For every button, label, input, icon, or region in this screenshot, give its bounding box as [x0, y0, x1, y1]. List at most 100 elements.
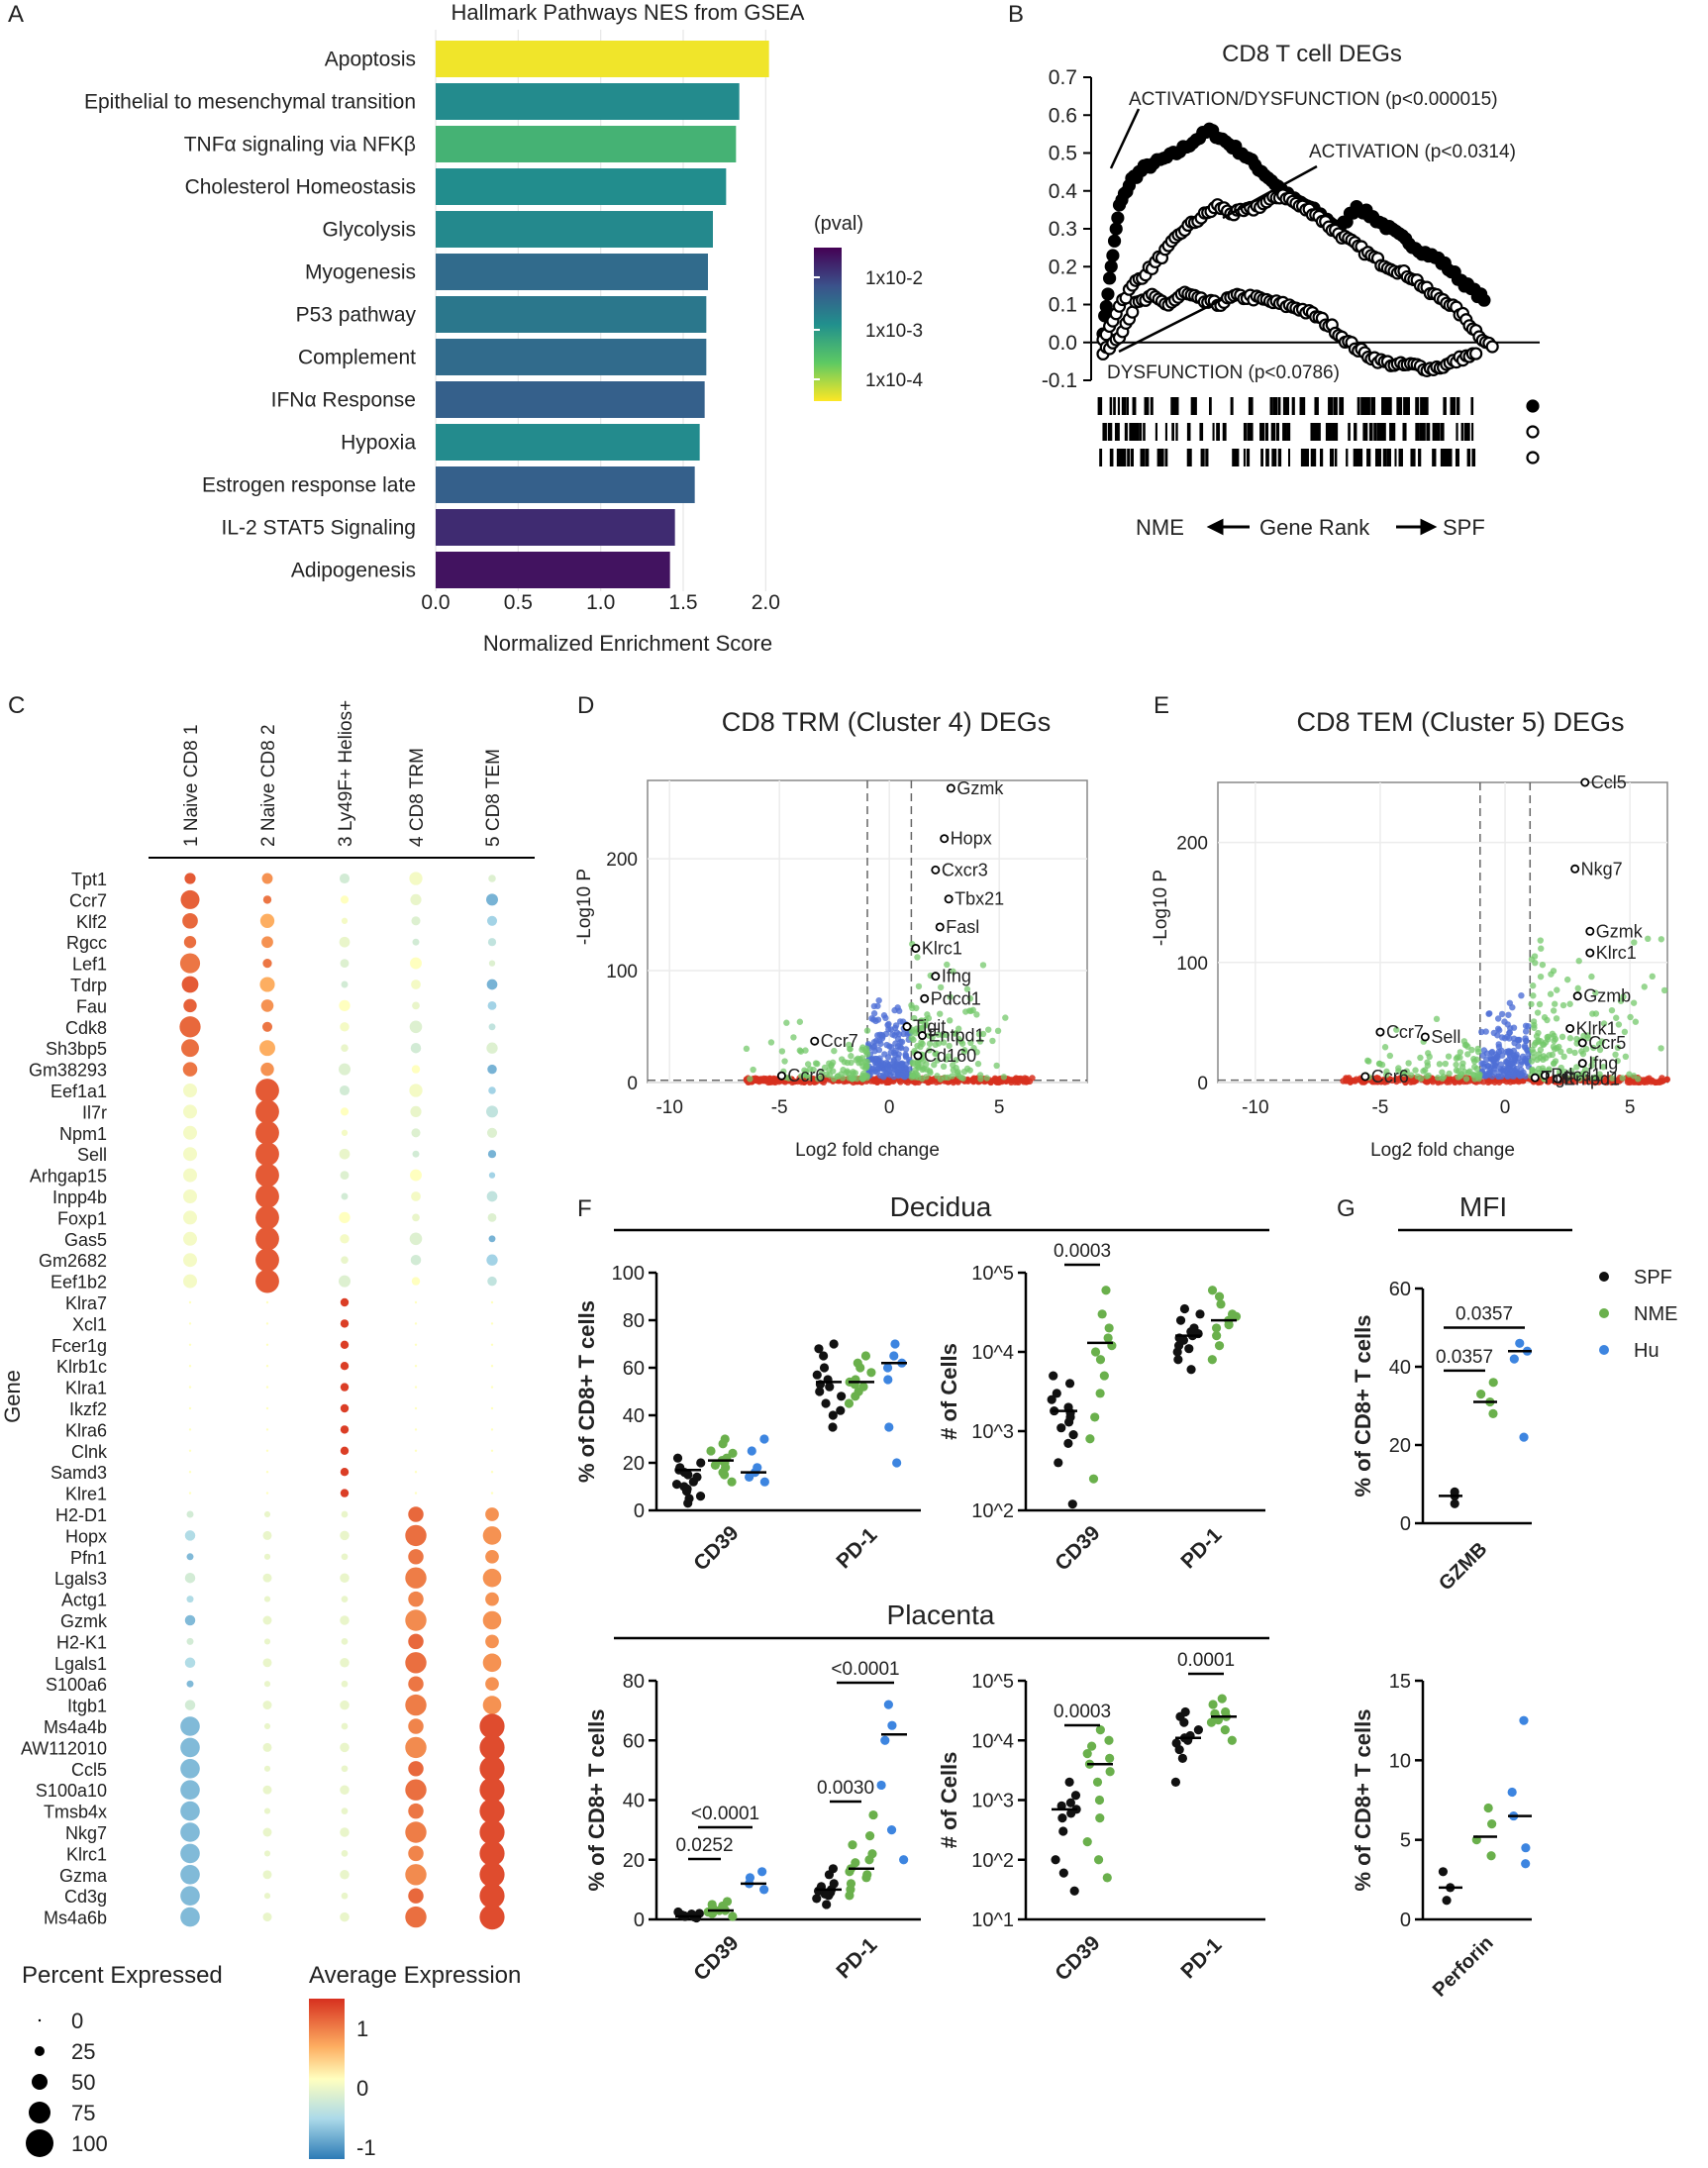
gene-label: Nkg7: [65, 1823, 107, 1843]
rug-tick: [1415, 423, 1420, 441]
expression-dot: [180, 1865, 200, 1885]
expression-dot: [262, 1827, 272, 1837]
expression-dot: [485, 1507, 499, 1521]
expression-dot: [265, 1365, 269, 1368]
gene-label: Ifng: [1588, 1054, 1618, 1074]
gene-point: [1612, 1051, 1619, 1059]
gene-label: Ikzf2: [69, 1399, 107, 1419]
rug-tick: [1164, 423, 1167, 441]
data-point-spf: [1057, 1813, 1067, 1823]
gene-point: [912, 1029, 920, 1037]
expression-dot: [263, 1893, 271, 1900]
data-point-spf: [829, 1879, 839, 1889]
gene-label: Gm38293: [29, 1061, 107, 1081]
gene-point: [889, 1031, 896, 1038]
expression-dot: [188, 1300, 192, 1304]
data-point-nme: [1486, 1851, 1496, 1861]
category-label: Myogenesis: [305, 261, 416, 284]
data-point-hu: [759, 1885, 769, 1895]
expression-dot: [341, 1892, 349, 1900]
gene-point: [1608, 1006, 1616, 1014]
p-value-label: 0.0003: [1054, 1241, 1111, 1262]
panel-a-colorbar-title: (pval): [814, 213, 863, 235]
gene-point: [993, 1062, 1000, 1070]
gene-point: [1563, 976, 1571, 983]
gene-point: [1600, 1064, 1607, 1071]
gene-point: [1550, 1060, 1557, 1068]
data-point-hu: [892, 1458, 902, 1468]
rug-tick: [1311, 423, 1316, 441]
bar: [436, 339, 707, 375]
gene-point: [882, 1014, 889, 1022]
gene-point: [1547, 990, 1555, 997]
expression-dot: [262, 1573, 272, 1583]
gene-point: [897, 1018, 904, 1025]
expression-dot: [405, 1906, 427, 1928]
data-point-nme: [1487, 1819, 1497, 1829]
labelled-gene-point: [944, 894, 954, 904]
data-point-nme: [1231, 1311, 1242, 1321]
data-point-nme: [1085, 1434, 1095, 1444]
expression-dot: [409, 1084, 423, 1097]
expression-dot: [263, 1807, 271, 1814]
gene-point: [1537, 937, 1544, 944]
rug-tick: [1370, 397, 1375, 415]
y-tick-label: 0.5: [1049, 143, 1077, 165]
gene-point: [953, 1057, 959, 1064]
expression-dot: [340, 1171, 350, 1181]
gene-point: [821, 1064, 829, 1072]
column-label: 2 Naive CD8 2: [258, 724, 279, 847]
rug-tick: [1249, 423, 1254, 441]
data-point-spf: [828, 1410, 838, 1420]
rug-tick: [1222, 423, 1227, 441]
rug-tick: [1097, 397, 1103, 415]
data-point-spf: [813, 1886, 824, 1896]
data-point-nme: [710, 1460, 721, 1470]
gene-point: [1580, 1032, 1587, 1040]
data-point-spf: [822, 1900, 832, 1910]
rug-tick: [1118, 449, 1123, 466]
gene-point: [1614, 1057, 1621, 1065]
expression-dot: [479, 1756, 505, 1782]
data-point-nme: [1227, 1735, 1237, 1745]
rug-tick: [1164, 449, 1168, 466]
labelled-gene-point: [1580, 777, 1590, 787]
expression-dot: [490, 1406, 494, 1410]
expression-dot: [408, 1888, 424, 1904]
gene-point: [1600, 1020, 1608, 1027]
gene-point: [952, 1030, 958, 1037]
expression-dot: [340, 1870, 350, 1880]
panel-d-volcano: CD8 TRM (Cluster 4) DEGs-10 -5 0 50100200Gz…: [574, 707, 1088, 1161]
data-point-nme: [858, 1382, 868, 1392]
expression-dot: [341, 1553, 349, 1561]
rug-tick: [1422, 397, 1428, 415]
category-label: PD-1: [1176, 1933, 1226, 1983]
gene-point: [858, 1055, 866, 1062]
rug-tick: [1260, 449, 1263, 466]
category-label: GZMB: [1435, 1538, 1491, 1595]
gene-point: [914, 954, 921, 961]
x-tick-label: -5: [771, 1097, 788, 1118]
legend-dot-hu: [1599, 1345, 1609, 1355]
gene-label: Samd3: [50, 1463, 107, 1483]
legend-dot-spf: [1599, 1272, 1609, 1282]
gene-point: [1622, 1053, 1630, 1061]
expression-dot: [255, 1226, 279, 1251]
category-label: PD-1: [832, 1933, 881, 1983]
expression-dot: [340, 895, 350, 904]
labelled-gene-point: [920, 993, 930, 1003]
gene-point: [950, 1062, 956, 1069]
y-axis-label: -Log10 P: [1151, 870, 1171, 946]
rug-tick: [1130, 449, 1135, 466]
gene-point: [1346, 1075, 1353, 1082]
rug-tick: [1394, 449, 1397, 466]
data-point-spf: [1052, 1389, 1061, 1398]
expression-dot: [183, 1125, 197, 1140]
gene-label: Klf2: [76, 912, 107, 932]
x-tick-label: -10: [655, 1097, 682, 1118]
x-axis-label: Log2 fold change: [795, 1140, 940, 1161]
label-leader: [1222, 164, 1318, 220]
gene-point: [1452, 1078, 1458, 1085]
gene-point: [1507, 1025, 1514, 1032]
expression-dot: [479, 1862, 505, 1888]
